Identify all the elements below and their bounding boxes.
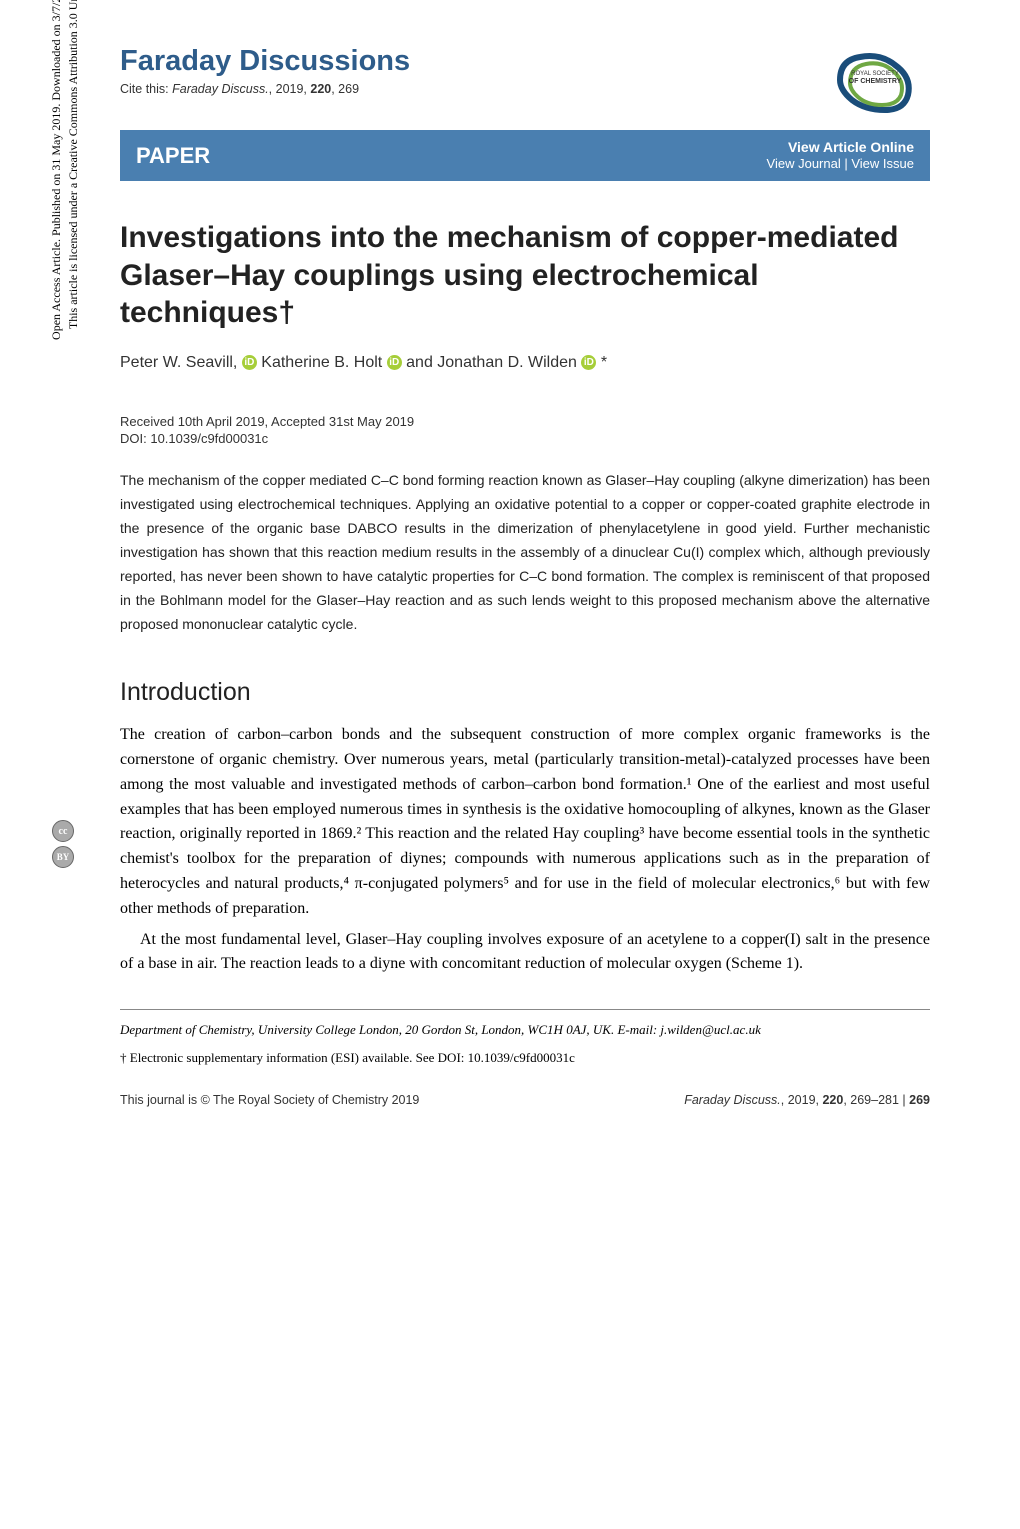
section-label: PAPER (136, 143, 210, 169)
svg-text:OF CHEMISTRY: OF CHEMISTRY (849, 78, 902, 85)
copyright: This journal is © The Royal Society of C… (120, 1093, 419, 1107)
intro-paragraph-2: At the most fundamental level, Glaser–Ha… (120, 928, 930, 978)
rsc-logo: ROYAL SOCIETY OF CHEMISTRY (800, 45, 930, 120)
footer-year: , 2019, (781, 1093, 823, 1107)
intro-paragraph-1: The creation of carbon–carbon bonds and … (120, 723, 930, 921)
footer-pages: , 269–281 | (843, 1093, 909, 1107)
view-issue-link[interactable]: View Issue (851, 156, 914, 171)
page-footer: This journal is © The Royal Society of C… (120, 1093, 930, 1107)
cite-prefix: Cite this: (120, 82, 172, 96)
doi: DOI: 10.1039/c9fd00031c (120, 431, 930, 446)
orcid-icon[interactable]: iD (387, 355, 402, 370)
sidebar-line2: This article is licensed under a Creativ… (65, 0, 82, 450)
cite-this: Cite this: Faraday Discuss., 2019, 220, … (120, 82, 800, 96)
cc-by-icon: BY (52, 846, 74, 868)
affiliation: Department of Chemistry, University Coll… (120, 1020, 930, 1040)
footer-journal: Faraday Discuss. (684, 1093, 781, 1107)
cite-rest: , 2019, (269, 82, 311, 96)
orcid-icon[interactable]: iD (242, 355, 257, 370)
received-accepted-dates: Received 10th April 2019, Accepted 31st … (120, 414, 930, 429)
article-title: Investigations into the mechanism of cop… (120, 219, 930, 332)
footer-vol: 220 (822, 1093, 843, 1107)
cite-vol: 220 (310, 82, 331, 96)
orcid-icon[interactable]: iD (581, 355, 596, 370)
view-article-online-link[interactable]: View Article Online (788, 139, 914, 155)
rsc-logo-svg: ROYAL SOCIETY OF CHEMISTRY (820, 45, 930, 115)
author-list: Peter W. Seavill, iD Katherine B. Holt i… (120, 354, 930, 372)
cc-icon: cc (52, 820, 74, 842)
journal-name: Faraday Discussions (120, 45, 800, 78)
cite-journal: Faraday Discuss. (172, 82, 269, 96)
esi-note: † Electronic supplementary information (… (120, 1048, 930, 1068)
open-access-sidebar: Open Access Article. Published on 31 May… (48, 0, 82, 450)
footnote-rule (120, 1009, 930, 1010)
journal-block: Faraday Discussions Cite this: Faraday D… (120, 45, 800, 96)
abstract: The mechanism of the copper mediated C–C… (120, 468, 930, 637)
author-1: Peter W. Seavill, (120, 354, 237, 371)
svg-text:ROYAL SOCIETY: ROYAL SOCIETY (851, 71, 899, 77)
footer-pagenum: 269 (909, 1093, 930, 1107)
footer-citation: Faraday Discuss., 2019, 220, 269–281 | 2… (684, 1093, 930, 1107)
author-3: and Jonathan D. Wilden (406, 354, 577, 371)
cc-license-badge: cc BY (52, 820, 82, 868)
section-bar: PAPER View Article Online View Journal |… (120, 130, 930, 181)
cite-page: , 269 (331, 82, 359, 96)
page-header: Faraday Discussions Cite this: Faraday D… (120, 45, 930, 120)
view-journal-link[interactable]: View Journal (767, 156, 841, 171)
introduction-heading: Introduction (120, 678, 930, 707)
sidebar-line1: Open Access Article. Published on 31 May… (49, 0, 63, 340)
section-links: View Article Online View Journal | View … (767, 138, 914, 173)
corresponding-star: * (601, 354, 607, 371)
author-2: Katherine B. Holt (261, 354, 382, 371)
